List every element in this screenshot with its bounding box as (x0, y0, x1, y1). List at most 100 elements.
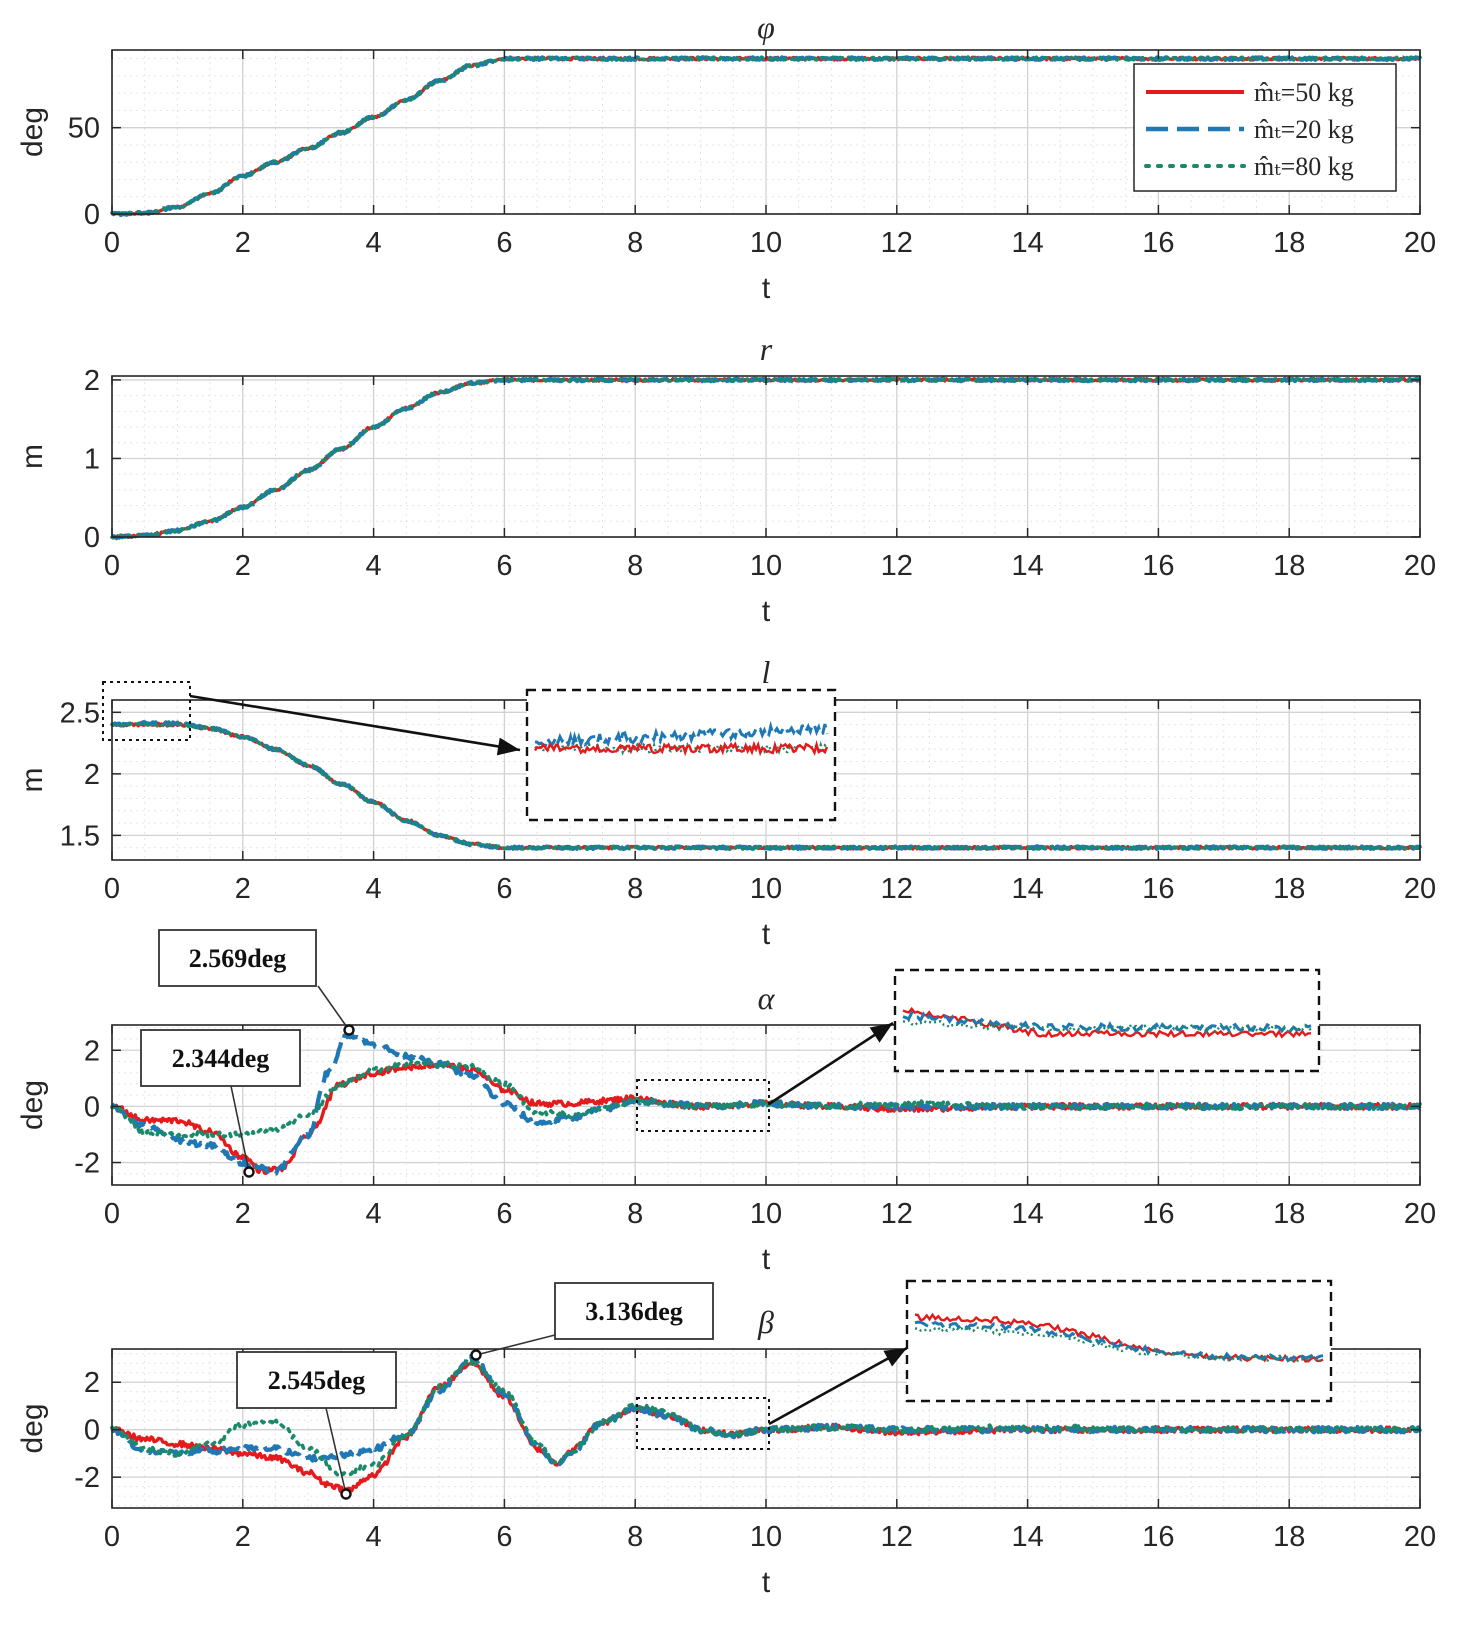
x-tick-label: 16 (1142, 550, 1174, 582)
panel-title: α (758, 980, 776, 1016)
zoom-inset-l (525, 688, 837, 822)
series-line-3 (110, 721, 1422, 851)
y-tick-label: 1.5 (60, 820, 100, 852)
zoom-inset-beta-traces (914, 1312, 1324, 1364)
series-group (110, 719, 1422, 852)
x-tick-label: 12 (881, 550, 913, 582)
x-tick-label: 6 (496, 550, 512, 582)
panel-1: 0 2 4 6 8 10 12 14 16 18 20 0 50 t deg φ m̂ₜ=50 kg m̂ₜ=20… (16, 9, 1436, 305)
zoom-inset-alpha-traces (902, 1006, 1312, 1039)
x-tick-label: 10 (750, 227, 782, 259)
callout-marker (343, 1024, 355, 1036)
y-axis-label: deg (16, 107, 49, 157)
x-tick-label: 16 (1142, 227, 1174, 259)
x-tick-label: 2 (235, 227, 251, 259)
arrow-shaft (768, 1346, 908, 1426)
x-tick-label: 0 (104, 1198, 120, 1230)
x-tick-label: 8 (627, 1521, 643, 1553)
legend-entry-2: m̂ₜ=20 kg (1254, 115, 1354, 144)
inset-line-3 (914, 1325, 1324, 1364)
inset-line-3 (902, 1019, 1312, 1034)
x-tick-label: 14 (1011, 227, 1043, 259)
x-tick-label: 10 (750, 873, 782, 905)
y-axis-label: deg (16, 1403, 49, 1453)
annotation-beta-min: 2.545deg (236, 1351, 397, 1500)
x-tick-label: 0 (104, 227, 120, 259)
panel-title: β (757, 1304, 774, 1340)
annotation-alpha-max: 2.569deg (158, 929, 355, 1036)
x-tick-label: 2 (235, 550, 251, 582)
x-tick-label: 20 (1404, 873, 1436, 905)
arrow-head (883, 1348, 907, 1367)
y-tick-label: 2 (84, 759, 100, 791)
x-tick-label: 14 (1011, 873, 1043, 905)
y-tick-label: 0 (84, 1091, 100, 1123)
x-tick-label: 12 (881, 227, 913, 259)
callout-marker (470, 1349, 482, 1361)
x-axis-label: t (762, 595, 771, 628)
x-tick-label: 4 (366, 1198, 382, 1230)
x-tick-label: 6 (496, 1198, 512, 1230)
x-tick-label: 2 (235, 1198, 251, 1230)
series-line-3 (110, 1059, 1422, 1140)
x-tick-label: 20 (1404, 550, 1436, 582)
x-tick-label: 16 (1142, 1521, 1174, 1553)
x-tick-label: 6 (496, 1521, 512, 1553)
x-tick-label: 6 (496, 227, 512, 259)
series-group (110, 55, 1422, 218)
callout-label: 2.569deg (189, 944, 287, 973)
y-tick-label: 2 (84, 1367, 100, 1399)
x-tick-label: 8 (627, 227, 643, 259)
inset-line-3 (533, 740, 829, 757)
inset-line-1 (902, 1006, 1312, 1039)
callout-marker (340, 1488, 352, 1500)
y-tick-label: -2 (74, 1462, 100, 1494)
x-tick-label: 2 (235, 873, 251, 905)
y-tick-label: 2 (84, 1035, 100, 1067)
x-tick-label: 8 (627, 550, 643, 582)
x-tick-label: 8 (627, 873, 643, 905)
series-line-3 (110, 55, 1422, 217)
annotations-layer: 2.569deg 2.344deg 3.136deg 2.545deg (102, 681, 1333, 1500)
panel-title: r (760, 331, 773, 367)
callout-leader (230, 1085, 250, 1173)
x-tick-label: 10 (750, 1198, 782, 1230)
y-axis-label: m (16, 768, 49, 793)
arrow-head (869, 1023, 893, 1043)
y-tick-label: 0 (84, 522, 100, 554)
x-tick-label: 20 (1404, 1198, 1436, 1230)
callout-label: 2.545deg (268, 1366, 366, 1395)
zoom-source-box-alpha (636, 1079, 770, 1132)
panel-title: l (762, 654, 771, 690)
y-axis-label: m (16, 444, 49, 469)
callout-box (236, 1351, 397, 1409)
x-tick-label: 10 (750, 1521, 782, 1553)
inset-line-2 (914, 1320, 1324, 1363)
callout-marker (243, 1166, 255, 1178)
zoom-arrow-alpha (768, 1021, 894, 1106)
callout-leader (475, 1334, 556, 1356)
arrow-shaft (768, 1021, 894, 1106)
x-tick-label: 4 (366, 227, 382, 259)
y-tick-label: 0 (84, 1415, 100, 1447)
y-tick-label: 0 (84, 199, 100, 231)
legend-entry-1: m̂ₜ=50 kg (1254, 78, 1354, 107)
series-line-3 (110, 1358, 1422, 1477)
x-tick-label: 12 (881, 873, 913, 905)
x-tick-label: 12 (881, 1521, 913, 1553)
x-tick-label: 0 (104, 550, 120, 582)
y-tick-label: 2 (84, 365, 100, 397)
legend: m̂ₜ=50 kg m̂ₜ=20 kg m̂ₜ=80 kg (1133, 63, 1397, 192)
x-tick-label: 18 (1273, 227, 1305, 259)
callout-leader (325, 1407, 347, 1495)
x-tick-label: 0 (104, 873, 120, 905)
x-axis-label: t (762, 918, 771, 951)
x-axis-label: t (762, 1243, 771, 1276)
x-tick-label: 14 (1011, 1198, 1043, 1230)
arrow-head (496, 737, 520, 756)
y-tick-label: 1 (84, 443, 100, 475)
callout-label: 3.136deg (585, 1297, 683, 1326)
